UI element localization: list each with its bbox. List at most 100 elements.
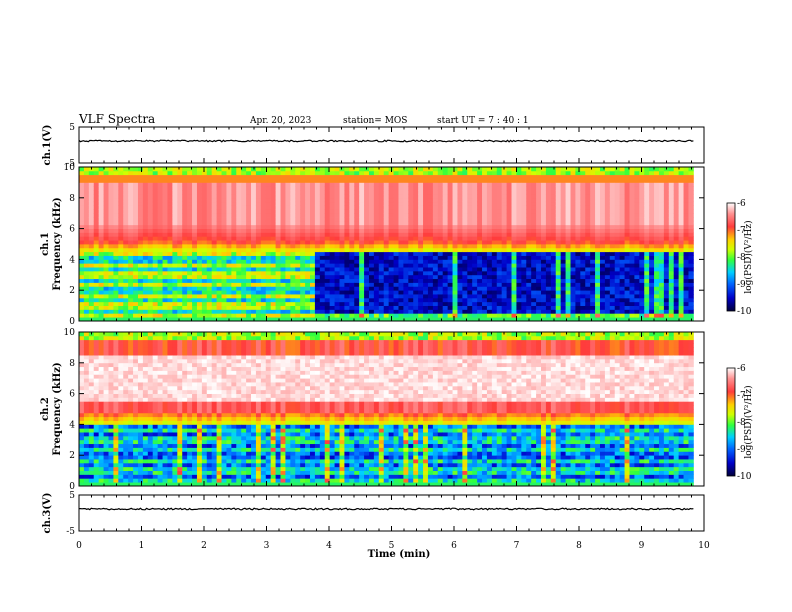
ch1-spectrogram-cell — [152, 217, 159, 222]
ch1-spectrogram-cell — [88, 255, 95, 260]
ch1-spectrogram-cell — [246, 236, 252, 241]
ch1-spectrogram-cell — [432, 213, 439, 218]
ch1-spectrogram-cell — [511, 244, 517, 249]
ch1-spectrogram-cell — [678, 313, 684, 318]
ch1-spectrogram-cell — [423, 182, 429, 187]
ch1-spectrogram-cell — [619, 197, 625, 203]
ch1-spectrogram-cell — [462, 274, 468, 280]
ch1-spectrogram-cell — [108, 267, 114, 272]
ch1-spectrogram-cell — [658, 217, 665, 222]
ch1-spectrogram-cell — [93, 193, 100, 199]
ch1-spectrogram-cell — [595, 232, 601, 237]
ch1-spectrogram-cell — [275, 209, 281, 214]
ch1-spectrogram-cell — [442, 213, 449, 218]
ch1-spectrogram-cell — [373, 278, 380, 283]
ch1-spectrogram-cell — [639, 174, 645, 179]
ch1-spectrogram-cell — [393, 309, 399, 314]
ch1-spectrogram-cell — [226, 297, 232, 303]
ch1-spectrogram-cell — [137, 301, 144, 306]
ch1-spectrogram-cell — [147, 201, 154, 206]
ch1-spectrogram-cell — [442, 220, 449, 226]
ch1-spectrogram-cell — [452, 170, 458, 176]
ch1-spectrogram-cell — [570, 190, 576, 195]
ch1-spectrogram-cell — [349, 244, 355, 249]
ch1-spectrogram-cell — [639, 294, 645, 299]
ch1-spectrogram-cell — [196, 167, 203, 172]
ch1-spectrogram-cell — [157, 290, 163, 295]
ch1-spectrogram-cell — [482, 255, 488, 260]
ch1-spectrogram-cell — [629, 197, 635, 203]
ch1-spectrogram-cell — [472, 186, 478, 191]
ch1-spectrogram-cell — [482, 174, 488, 179]
ch1-spectrogram-cell — [128, 209, 134, 214]
ch1-spectrogram-cell — [373, 317, 380, 322]
ch1-spectrogram-cell — [226, 182, 232, 187]
ch1-spectrogram-cell — [103, 205, 109, 210]
ch1-spectrogram-cell — [545, 263, 552, 268]
ch1-spectrogram-cell — [683, 309, 689, 314]
ch1-spectrogram-cell — [526, 247, 532, 253]
ch1-spectrogram-cell — [609, 313, 616, 318]
ch1-spectrogram-cell — [310, 182, 316, 187]
ch1-spectrogram-cell — [447, 167, 453, 172]
ch1-spectrogram-cell — [373, 205, 380, 210]
ch1-spectrogram-cell — [398, 301, 404, 306]
ch1-spectrogram-cell — [604, 309, 611, 314]
ch1-spectrogram-cell — [251, 209, 257, 214]
ch1-spectrogram-cell — [196, 301, 203, 306]
ch1-spectrogram-cell — [310, 274, 316, 280]
ch1-spectrogram-cell — [167, 205, 173, 210]
ch1-spectrogram-cell — [133, 282, 139, 287]
ch1-spectrogram-cell — [221, 217, 227, 222]
ch1-spectrogram-cell — [526, 282, 532, 287]
ch1-spectrogram-cell — [314, 278, 321, 283]
ch1-spectrogram-cell — [251, 193, 257, 199]
ch1-spectrogram-cell — [206, 217, 213, 222]
ch1-spectrogram-cell — [300, 317, 306, 322]
ch1-spectrogram-cell — [383, 205, 390, 210]
ch1-spectrogram-cell — [629, 270, 635, 276]
ch1-spectrogram-cell — [201, 317, 208, 322]
ch1-spectrogram-cell — [654, 197, 660, 203]
ch1-spectrogram-cell — [688, 301, 694, 306]
ch1-spectrogram-cell — [570, 317, 576, 322]
ch1-spectrogram-cell — [216, 309, 222, 314]
ch1-spectrogram-cell — [98, 290, 104, 295]
ch1-spectrogram-cell — [319, 290, 326, 295]
ch1-spectrogram-cell — [349, 197, 355, 203]
ch1-spectrogram-cell — [467, 305, 473, 310]
ch1-spectrogram-cell — [624, 270, 630, 276]
ch1-spectrogram-cell — [619, 228, 625, 233]
ch1-spectrogram-cell — [408, 240, 414, 245]
ch1-spectrogram-cell — [536, 309, 542, 314]
ch1-spectrogram-cell — [83, 317, 90, 322]
ch1-spectrogram-cell — [103, 193, 109, 199]
ch1-spectrogram-cell — [541, 190, 547, 195]
ch1-spectrogram-cell — [310, 255, 316, 260]
ch1-spectrogram-cell — [634, 305, 640, 310]
ch1-spectrogram-cell — [663, 209, 670, 214]
ch1-spectrogram-cell — [516, 286, 522, 291]
ch1-spectrogram-cell — [663, 305, 670, 310]
ch1-spectrogram-cell — [491, 240, 498, 245]
ch1-spectrogram-cell — [526, 301, 532, 306]
ch1-spectrogram-cell — [496, 263, 503, 268]
ch1-spectrogram-cell — [275, 186, 281, 191]
ch1-spectrogram-cell — [349, 182, 355, 187]
ch1-spectrogram-cell — [536, 236, 542, 241]
ch1-spectrogram-cell — [521, 267, 527, 272]
ch1-spectrogram-cell — [152, 301, 159, 306]
ch1-spectrogram-cell — [206, 167, 213, 172]
ch1-spectrogram-cell — [305, 197, 311, 203]
ch1-spectrogram-cell — [329, 282, 335, 287]
ch1-spectrogram-cell — [167, 255, 173, 260]
ch1-spectrogram-cell — [324, 197, 331, 203]
ch1-spectrogram-cell — [683, 228, 689, 233]
ch1-spectrogram-cell — [408, 186, 414, 191]
ch1-spectrogram-cell — [668, 240, 675, 245]
ch1-spectrogram-cell — [536, 193, 542, 199]
ch1-spectrogram-cell — [88, 236, 95, 241]
ch1-spectrogram-cell — [658, 274, 665, 280]
ch1-spectrogram-cell — [123, 182, 129, 187]
ch1-spectrogram-cell — [221, 190, 227, 195]
